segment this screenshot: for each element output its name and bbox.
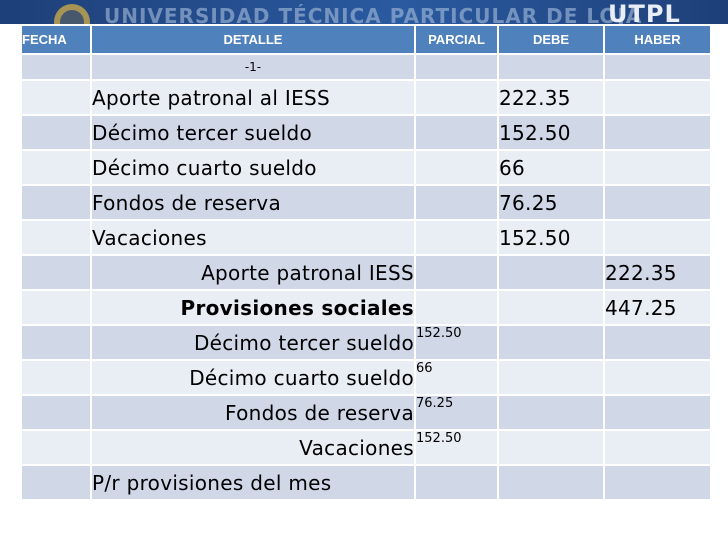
table-row: P/r provisiones del mes xyxy=(20,464,712,501)
cell-debe xyxy=(497,394,605,431)
cell-haber xyxy=(603,184,712,221)
cell-parcial xyxy=(414,464,499,501)
cell-debe xyxy=(497,464,605,501)
table-row: Décimo cuarto sueldo 66 xyxy=(20,359,712,396)
cell-debe xyxy=(497,53,605,81)
table-row: Fondos de reserva 76.25 xyxy=(20,394,712,431)
cell-detalle: Aporte patronal IESS xyxy=(90,254,416,291)
cell-detalle: Décimo tercer sueldo xyxy=(90,324,416,361)
cell-debe xyxy=(497,429,605,466)
cell-parcial xyxy=(414,79,499,116)
cell-haber xyxy=(603,324,712,361)
utpl-logo: UTPL xyxy=(608,0,681,24)
cell-parcial xyxy=(414,289,499,326)
cell-debe xyxy=(497,359,605,396)
header-detalle: DETALLE xyxy=(90,24,416,55)
cell-detalle: Décimo cuarto sueldo xyxy=(90,149,416,186)
cell-parcial xyxy=(414,53,499,81)
table-row: Décimo tercer sueldo 152.50 xyxy=(20,324,712,361)
cell-haber xyxy=(603,114,712,151)
table-row: -1- xyxy=(20,53,712,81)
cell-detalle: Fondos de reserva xyxy=(90,184,416,221)
cell-detalle: Décimo tercer sueldo xyxy=(90,114,416,151)
cell-detalle: Décimo cuarto sueldo xyxy=(90,359,416,396)
cell-parcial xyxy=(414,184,499,221)
cell-haber: 222.35 xyxy=(603,254,712,291)
table-row: Aporte patronal al IESS 222.35 xyxy=(20,79,712,116)
cell-detalle: Vacaciones xyxy=(90,219,416,256)
cell-haber xyxy=(603,53,712,81)
cell-detalle: P/r provisiones del mes xyxy=(90,464,416,501)
header-haber: HABER xyxy=(603,24,712,55)
cell-fecha xyxy=(20,464,92,501)
cell-parcial xyxy=(414,254,499,291)
cell-parcial xyxy=(414,114,499,151)
cell-detalle: Vacaciones xyxy=(90,429,416,466)
header-fecha: FECHA xyxy=(20,24,92,55)
cell-fecha xyxy=(20,254,92,291)
header-debe: DEBE xyxy=(497,24,605,55)
cell-debe xyxy=(497,254,605,291)
cell-parcial: 152.50 xyxy=(414,324,499,361)
cell-haber xyxy=(603,219,712,256)
cell-fecha xyxy=(20,149,92,186)
cell-fecha xyxy=(20,79,92,116)
cell-parcial xyxy=(414,219,499,256)
university-seal-icon xyxy=(54,4,90,24)
cell-fecha xyxy=(20,324,92,361)
journal-entry-table: FECHA DETALLE PARCIAL DEBE HABER -1- Apo… xyxy=(20,24,712,501)
table-row: Vacaciones 152.50 xyxy=(20,219,712,256)
cell-fecha xyxy=(20,114,92,151)
cell-detalle: Aporte patronal al IESS xyxy=(90,79,416,116)
entry-number: -1- xyxy=(90,53,416,81)
table-header-row: FECHA DETALLE PARCIAL DEBE HABER xyxy=(20,24,712,55)
institution-name: UNIVERSIDAD TÉCNICA PARTICULAR DE LOJA xyxy=(104,4,643,24)
cell-debe: 152.50 xyxy=(497,219,605,256)
cell-parcial xyxy=(414,149,499,186)
cell-haber xyxy=(603,394,712,431)
cell-parcial: 76.25 xyxy=(414,394,499,431)
cell-debe xyxy=(497,289,605,326)
cell-debe: 222.35 xyxy=(497,79,605,116)
cell-haber: 447.25 xyxy=(603,289,712,326)
cell-haber xyxy=(603,149,712,186)
table-row: Décimo cuarto sueldo 66 xyxy=(20,149,712,186)
table-row: Provisiones sociales 447.25 xyxy=(20,289,712,326)
cell-parcial: 152.50 xyxy=(414,429,499,466)
cell-debe xyxy=(497,324,605,361)
cell-fecha xyxy=(20,429,92,466)
header-parcial: PARCIAL xyxy=(414,24,499,55)
cell-fecha xyxy=(20,53,92,81)
cell-fecha xyxy=(20,394,92,431)
cell-haber xyxy=(603,429,712,466)
cell-detalle: Fondos de reserva xyxy=(90,394,416,431)
cell-fecha xyxy=(20,219,92,256)
cell-fecha xyxy=(20,289,92,326)
table-row: Vacaciones 152.50 xyxy=(20,429,712,466)
cell-debe: 76.25 xyxy=(497,184,605,221)
table-row: Aporte patronal IESS 222.35 xyxy=(20,254,712,291)
table-row: Décimo tercer sueldo 152.50 xyxy=(20,114,712,151)
cell-haber xyxy=(603,79,712,116)
institution-banner: UNIVERSIDAD TÉCNICA PARTICULAR DE LOJA U… xyxy=(0,0,728,24)
table-row: Fondos de reserva 76.25 xyxy=(20,184,712,221)
cell-fecha xyxy=(20,184,92,221)
cell-detalle: Provisiones sociales xyxy=(90,289,416,326)
cell-debe: 66 xyxy=(497,149,605,186)
cell-haber xyxy=(603,464,712,501)
cell-debe: 152.50 xyxy=(497,114,605,151)
cell-parcial: 66 xyxy=(414,359,499,396)
cell-fecha xyxy=(20,359,92,396)
cell-haber xyxy=(603,359,712,396)
